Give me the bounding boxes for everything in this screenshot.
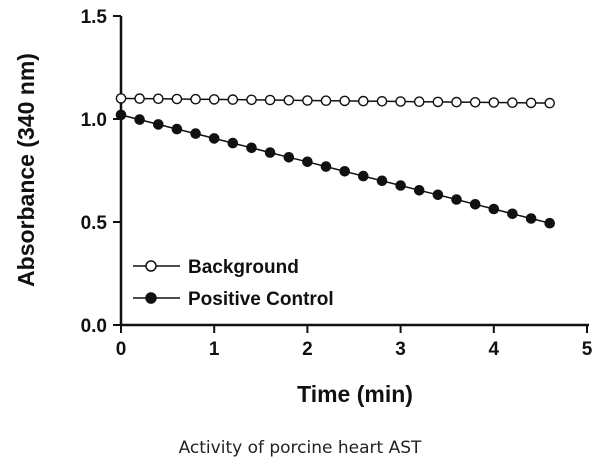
data-point-background [227, 94, 239, 105]
legend: Background Positive Control [133, 257, 334, 310]
legend-background-marker [145, 260, 157, 272]
data-point-positive-control [544, 217, 556, 229]
x-tick-label: 4 [489, 339, 500, 360]
series-line-background [120, 97, 550, 104]
y-axis-title: Absorbance (340 nm) [13, 53, 39, 287]
data-point-background [469, 97, 481, 108]
data-point-background [208, 94, 220, 105]
data-point-background [246, 94, 257, 106]
data-point-background [451, 96, 462, 108]
data-point-background [283, 95, 295, 106]
data-point-background [525, 97, 537, 109]
y-tick-label: 0.0 [81, 316, 107, 337]
data-point-background [171, 93, 183, 105]
data-point-background [488, 97, 500, 108]
x-tick-label: 3 [395, 339, 406, 360]
data-point-positive-control [339, 165, 351, 177]
data-point-positive-control [302, 156, 313, 168]
series-positive-control [115, 109, 556, 229]
data-point-positive-control [283, 151, 295, 163]
data-point-background [413, 96, 425, 107]
x-tick-label: 2 [302, 339, 313, 360]
data-point-positive-control [507, 208, 518, 220]
data-point-background [152, 93, 164, 105]
data-point-background [376, 96, 388, 107]
data-point-background [544, 97, 556, 109]
data-point-positive-control [115, 109, 127, 121]
data-point-positive-control [320, 161, 332, 172]
data-point-positive-control [190, 128, 201, 139]
axes [119, 16, 589, 327]
legend-positive-control-marker [145, 292, 157, 304]
data-point-positive-control [432, 189, 444, 201]
y-tick-label: 1.5 [81, 7, 108, 28]
ticks: 0 1 2 3 4 5 0.0 0.5 1.0 1.5 [81, 7, 593, 360]
data-point-positive-control [488, 203, 500, 215]
data-point-positive-control [264, 147, 276, 158]
series-layer [115, 93, 556, 229]
series-background [115, 93, 556, 109]
data-point-background [507, 97, 518, 108]
x-tick-label: 5 [582, 339, 593, 360]
data-point-positive-control [413, 184, 425, 196]
data-point-positive-control [208, 133, 220, 144]
data-point-background [432, 96, 444, 108]
y-tick-label: 0.5 [81, 213, 108, 234]
data-point-positive-control [152, 119, 164, 130]
data-point-positive-control [469, 198, 481, 210]
data-point-positive-control [134, 114, 145, 125]
y-tick-label: 1.0 [81, 110, 107, 131]
data-point-background [302, 95, 313, 106]
data-point-positive-control [171, 123, 183, 135]
data-point-positive-control [246, 142, 257, 154]
data-point-background [190, 93, 201, 105]
series-line-positive-control [120, 114, 550, 224]
data-point-background [320, 95, 332, 106]
legend-background-label: Background [188, 257, 299, 278]
x-axis-title: Time (min) [297, 381, 413, 407]
data-point-background [115, 93, 127, 104]
data-point-positive-control [357, 170, 369, 182]
data-point-background [357, 95, 369, 107]
figure-caption: Activity of porcine heart AST [178, 438, 422, 458]
data-point-positive-control [376, 175, 388, 187]
legend-positive-control-label: Positive Control [188, 289, 334, 310]
data-point-background [395, 96, 406, 107]
data-point-positive-control [451, 194, 462, 205]
data-point-positive-control [525, 213, 537, 224]
x-tick-label: 0 [116, 339, 127, 360]
data-point-background [134, 93, 145, 104]
data-point-background [339, 95, 351, 107]
data-point-positive-control [227, 137, 239, 149]
data-point-positive-control [395, 180, 406, 191]
data-point-background [264, 94, 276, 106]
x-tick-label: 1 [209, 339, 220, 360]
